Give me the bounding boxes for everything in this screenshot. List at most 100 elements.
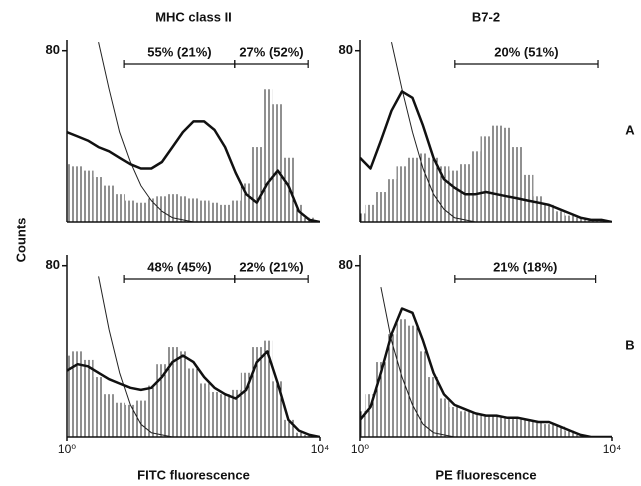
histogram-bar <box>533 422 544 437</box>
histogram-bar <box>480 415 492 437</box>
x-tick-label: 10⁴ <box>311 442 330 456</box>
histogram-bar <box>470 413 481 437</box>
histogram-bar <box>230 389 241 437</box>
row-label: B <box>625 337 634 352</box>
gate-label: 27% (52%) <box>239 44 303 59</box>
histogram-curve <box>67 350 320 437</box>
histogram-bar <box>360 411 366 437</box>
histogram-bar <box>72 351 83 437</box>
panel <box>360 41 612 222</box>
x-tick-label: 10⁰ <box>58 442 76 456</box>
column-title: B7-2 <box>472 9 500 24</box>
row-label: A <box>625 122 635 137</box>
panel <box>67 41 320 222</box>
histogram-bar <box>188 368 199 437</box>
histogram-bar <box>219 394 231 437</box>
histogram-bar <box>293 204 305 222</box>
histogram-bar <box>417 153 429 222</box>
histogram-bar <box>375 192 387 222</box>
histogram-bar <box>114 402 125 437</box>
histogram-bar <box>459 411 471 437</box>
histogram-curve <box>360 307 612 437</box>
histogram-bar <box>396 166 408 222</box>
histogram-bar <box>146 385 157 437</box>
histogram-bar <box>283 419 294 437</box>
histogram-bar <box>470 151 481 222</box>
histogram-bar <box>438 398 450 437</box>
histogram-bar <box>146 198 157 222</box>
histogram-bar <box>209 392 220 437</box>
histogram-bar <box>522 174 534 222</box>
histogram-bar <box>272 381 284 437</box>
gate-label: 21% (18%) <box>493 259 557 274</box>
histogram-bar <box>428 157 439 222</box>
histogram-bar <box>82 359 94 437</box>
histogram-bar <box>283 157 294 222</box>
histogram-bar <box>533 196 544 222</box>
histogram-bar <box>72 166 83 222</box>
histogram-curve <box>380 287 612 437</box>
histogram-bar <box>386 334 397 437</box>
histogram-bar <box>103 185 115 222</box>
gate-label: 22% (21%) <box>239 259 303 274</box>
histogram-bar <box>501 127 513 222</box>
y-axis-label: Counts <box>13 218 28 263</box>
histogram-bar <box>375 362 387 437</box>
histogram-bar <box>219 204 231 222</box>
histogram-bar <box>177 351 189 437</box>
histogram-curve <box>98 41 320 222</box>
histogram-bar <box>251 147 263 222</box>
y-tick-label: 80 <box>339 42 353 57</box>
gate-label: 48% (45%) <box>147 259 211 274</box>
panel <box>360 287 612 437</box>
histogram-bar <box>543 424 555 437</box>
y-tick-label: 80 <box>46 257 60 272</box>
histogram-bar <box>135 400 147 437</box>
histogram-curve <box>360 90 612 222</box>
panel <box>67 276 320 437</box>
histogram-bar <box>188 198 199 222</box>
histogram-bar <box>67 355 73 437</box>
histogram-bar <box>198 200 210 222</box>
histogram-bar <box>262 89 273 222</box>
histogram-bar <box>124 200 136 222</box>
histogram-bar <box>93 377 104 437</box>
histogram-bar <box>407 325 418 437</box>
histogram-bar <box>67 164 73 222</box>
histogram-bar <box>156 364 168 437</box>
histogram-curve <box>67 120 320 222</box>
histogram-bar <box>480 136 492 222</box>
x-axis-label: PE fluorescence <box>435 467 536 482</box>
histogram-bar <box>554 426 565 437</box>
histogram-bar <box>198 383 210 437</box>
histogram-bar <box>449 407 460 437</box>
histogram-bar <box>449 170 460 222</box>
histogram-bar <box>386 179 397 222</box>
histogram-bar <box>103 394 115 437</box>
histogram-bar <box>230 200 241 222</box>
histogram-bar <box>438 166 450 222</box>
x-axis-label: FITC fluorescence <box>137 467 250 482</box>
x-tick-label: 10⁰ <box>351 442 369 456</box>
histogram-bar <box>167 347 178 437</box>
histogram-curve <box>391 41 612 222</box>
histogram-bar <box>240 183 252 222</box>
histogram-bar <box>251 347 263 437</box>
gate-label: 55% (21%) <box>147 44 211 59</box>
histogram-bar <box>501 417 513 437</box>
histogram-bar <box>135 202 147 222</box>
histogram-bar <box>417 351 429 437</box>
histogram-bar <box>93 177 104 222</box>
histogram-bar <box>360 213 366 222</box>
histogram-bar <box>512 147 523 222</box>
histogram-bar <box>554 211 565 222</box>
gate-label: 20% (51%) <box>494 44 558 59</box>
histogram-bar <box>209 202 220 222</box>
histogram-bar <box>124 404 136 437</box>
histogram-bar <box>177 196 189 222</box>
column-title: MHC class II <box>155 9 232 24</box>
histogram-bar <box>543 204 555 222</box>
histogram-bar <box>240 372 252 437</box>
histogram-bar <box>491 125 502 222</box>
